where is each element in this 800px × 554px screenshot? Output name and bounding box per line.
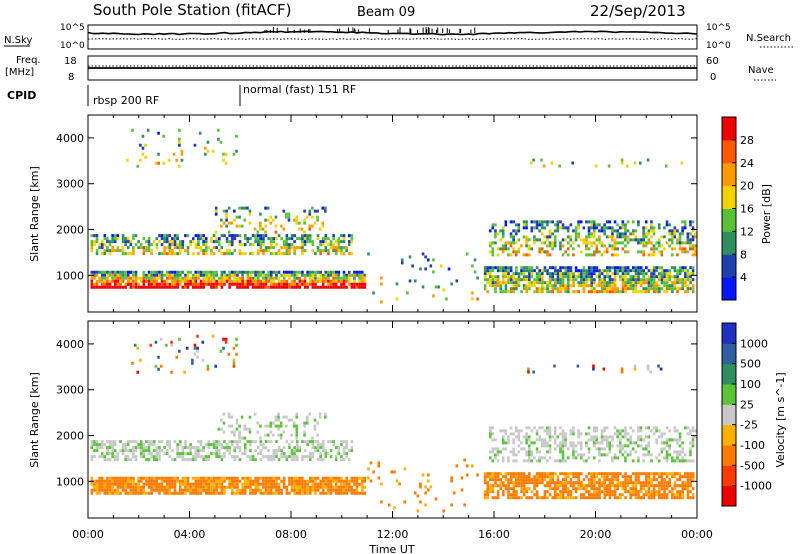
velocity-data-cells bbox=[90, 334, 697, 513]
y-tick-label: 4000 bbox=[56, 132, 84, 145]
noise-tick-low-left: 10^0 bbox=[60, 41, 85, 51]
colorbar-swatch bbox=[722, 445, 736, 466]
y-tick-label: 3000 bbox=[56, 178, 84, 191]
velocity-panel: Slant Range [km] 1000 2000 3000 4000 1000 50… bbox=[28, 320, 787, 519]
colorbar-swatch bbox=[722, 231, 736, 255]
colorbar-swatch bbox=[722, 208, 736, 232]
power-data-cells bbox=[90, 128, 697, 304]
station-title: South Pole Station (fitACF) bbox=[93, 1, 291, 19]
colorbar-tick-label: -500 bbox=[740, 459, 765, 472]
nave-tick-high: 60 bbox=[706, 56, 719, 67]
velocity-x-ticks bbox=[87, 321, 698, 518]
power-colorbar: 4 8 12 16 20 24 28 bbox=[721, 116, 754, 301]
nave-tick-low: 0 bbox=[710, 72, 716, 83]
colorbar-tick-label: 500 bbox=[740, 358, 761, 371]
colorbar-tick-label: 24 bbox=[740, 157, 754, 170]
colorbar-swatch bbox=[722, 139, 736, 164]
y-tick-label: 3000 bbox=[56, 384, 84, 397]
nave-label: Nave bbox=[748, 65, 774, 76]
colorbar-swatch bbox=[722, 384, 736, 405]
cpid-panel: CPID rbsp 200 RF normal (fast) 151 RF bbox=[7, 83, 356, 107]
colorbar-tick-label: 16 bbox=[740, 203, 754, 216]
x-axis-title: Time UT bbox=[368, 543, 414, 554]
cpid-segment-2: normal (fast) 151 RF bbox=[243, 83, 356, 96]
colorbar-swatch bbox=[722, 343, 736, 365]
nsky-trace bbox=[87, 30, 698, 36]
noise-tick-high-left: 10^5 bbox=[60, 23, 85, 33]
freq-label-line1: Freq. bbox=[16, 55, 41, 66]
colorbar-tick-label: 12 bbox=[740, 225, 754, 238]
noise-tick-high-right: 10^5 bbox=[706, 23, 731, 33]
colorbar-swatch bbox=[722, 424, 736, 446]
x-tick-label: 16:00 bbox=[478, 528, 510, 541]
power-x-ticks bbox=[87, 115, 698, 312]
velocity-ylabel: Slant Range [km] bbox=[28, 372, 41, 468]
colorbar-swatch bbox=[722, 185, 736, 209]
colorbar-tick-label: 100 bbox=[740, 378, 761, 391]
cpid-segment-1: rbsp 200 RF bbox=[93, 94, 159, 107]
colorbar-tick-label: 20 bbox=[740, 180, 754, 193]
y-tick-label: 4000 bbox=[56, 338, 84, 351]
colorbar-swatch bbox=[722, 323, 736, 344]
velocity-colorbar-label: Velocity [m s^-1] bbox=[774, 372, 787, 467]
power-y-ticks: 1000 2000 3000 4000 bbox=[56, 132, 697, 282]
beam-label: Beam 09 bbox=[357, 5, 415, 20]
y-tick-label: 2000 bbox=[56, 224, 84, 237]
freq-tick-low: 8 bbox=[68, 72, 74, 83]
colorbar-tick-label: 8 bbox=[740, 248, 747, 261]
colorbar-swatch bbox=[722, 404, 736, 426]
colorbar-tick-label: -25 bbox=[740, 419, 758, 432]
colorbar-swatch bbox=[722, 117, 736, 141]
power-colorbar-label: Power [dB] bbox=[760, 184, 773, 244]
colorbar-swatch bbox=[722, 162, 736, 187]
freq-tick-high: 18 bbox=[64, 56, 77, 67]
noise-panel: N.Sky 10^5 10^0 10^5 10^0 N.Search bbox=[4, 23, 795, 51]
colorbar-tick-label: 25 bbox=[740, 398, 754, 411]
date-label: 22/Sep/2013 bbox=[590, 2, 686, 20]
colorbar-tick-label: -1000 bbox=[740, 480, 772, 493]
x-tick-label: 20:00 bbox=[580, 528, 612, 541]
colorbar-tick-label: 1000 bbox=[740, 337, 768, 350]
colorbar-swatch bbox=[722, 254, 736, 278]
freq-label-line2: [MHz] bbox=[5, 67, 34, 78]
nsky-label: N.Sky bbox=[4, 35, 32, 46]
nsearch-trace bbox=[87, 38, 698, 40]
power-ylabel: Slant Range [km] bbox=[28, 166, 41, 262]
y-tick-label: 1000 bbox=[56, 269, 84, 282]
frequency-panel: Freq. [MHz] 18 8 60 0 Nave bbox=[5, 55, 776, 83]
y-tick-label: 2000 bbox=[56, 430, 84, 443]
nsearch-label: N.Search bbox=[746, 33, 791, 44]
cpid-label: CPID bbox=[7, 89, 36, 102]
x-tick-label: 04:00 bbox=[174, 528, 206, 541]
time-axis-labels: 00:00 04:00 08:00 12:00 16:00 20:00 00:00 bbox=[72, 528, 713, 541]
noise-tick-low-right: 10^0 bbox=[706, 41, 731, 51]
colorbar-swatch bbox=[722, 465, 736, 487]
colorbar-tick-label: 4 bbox=[740, 271, 747, 284]
x-tick-label: 12:00 bbox=[377, 528, 409, 541]
colorbar-tick-label: 28 bbox=[740, 134, 754, 147]
velocity-colorbar: 1000 500 100 25 -25 -100 -500 -1000 bbox=[721, 322, 772, 507]
colorbar-swatch bbox=[722, 363, 736, 385]
colorbar-swatch bbox=[722, 277, 736, 301]
nsky-spikes bbox=[264, 27, 476, 33]
colorbar-tick-label: -100 bbox=[740, 439, 765, 452]
velocity-y-ticks: 1000 2000 3000 4000 bbox=[56, 338, 697, 488]
x-tick-label: 08:00 bbox=[275, 528, 307, 541]
x-tick-label: 00:00 bbox=[72, 528, 104, 541]
colorbar-swatch bbox=[722, 485, 736, 507]
x-tick-label: 00:00 bbox=[681, 528, 713, 541]
y-tick-label: 1000 bbox=[56, 475, 84, 488]
power-panel: Slant Range [km] 1000 2000 3000 4000 4 8 12 16… bbox=[28, 114, 773, 313]
